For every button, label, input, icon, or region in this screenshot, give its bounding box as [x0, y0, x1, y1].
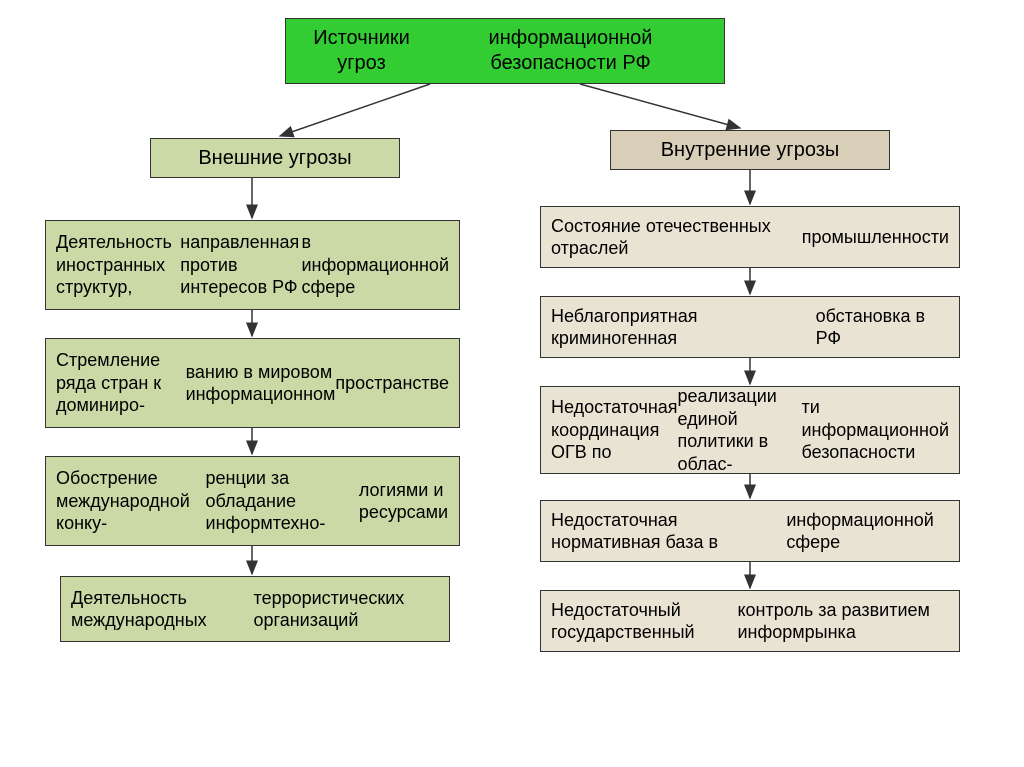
right-box-0: Состояние отечественных отраслейпромышле… [540, 206, 960, 268]
right-box-2: Недостаточная координация ОГВ по реализа… [540, 386, 960, 474]
right-box-1: Неблагоприятная криминогеннаяобстановка … [540, 296, 960, 358]
left-box-2: Обострение международной конку-ренции за… [45, 456, 460, 546]
left-branch-header: Внешние угрозы [150, 138, 400, 178]
right-box-3: Недостаточная нормативная база винформац… [540, 500, 960, 562]
root-node: Источники угрозинформационной безопаснос… [285, 18, 725, 84]
right-box-4: Недостаточный государственныйконтроль за… [540, 590, 960, 652]
left-box-0: Деятельность иностранных структур,направ… [45, 220, 460, 310]
right-branch-header: Внутренние угрозы [610, 130, 890, 170]
left-box-1: Стремление ряда стран к доминиро-ванию в… [45, 338, 460, 428]
left-box-3: Деятельность международныхтеррористическ… [60, 576, 450, 642]
